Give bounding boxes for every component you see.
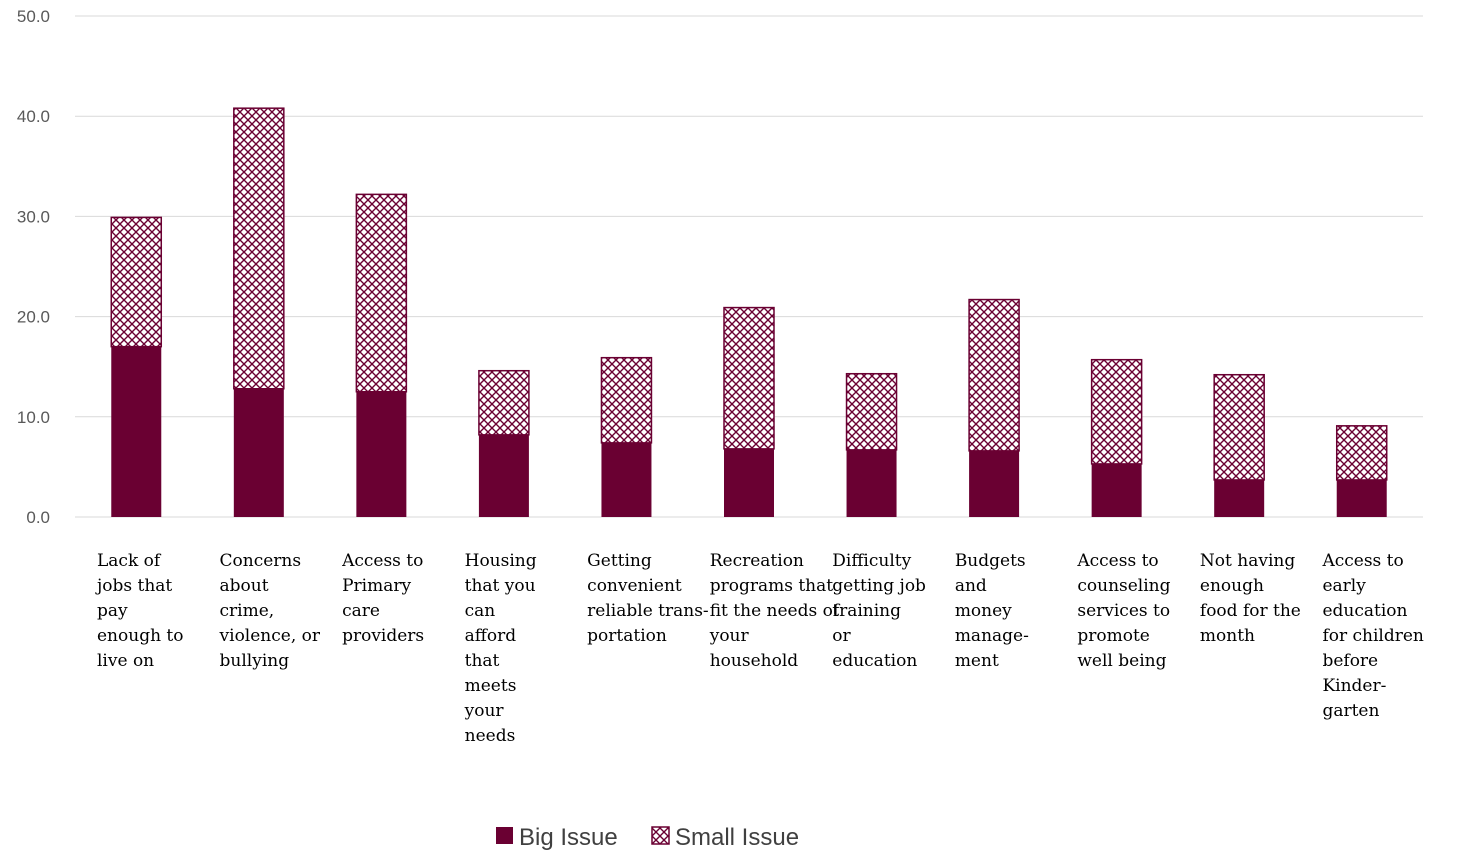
bar-big-issue [724,448,774,517]
y-tick-label: 10.0 [17,408,50,427]
x-category-label: education [832,651,917,671]
bar-big-issue [356,391,407,517]
x-category-label: enough to [97,626,184,646]
x-category-label: about [220,576,269,596]
x-category-label: services to [1077,601,1170,621]
bar-big-issue [601,442,652,517]
x-category-label: garten [1322,701,1379,721]
x-category-label: counseling [1077,576,1170,596]
bar-small-issue [1335,425,1388,481]
x-category-label: Difficulty [832,551,911,571]
x-category-label: pay [97,601,128,621]
x-category-label: meets [465,676,517,696]
x-category-label: Kinder- [1322,676,1386,696]
bar-small-issue [1213,373,1265,481]
bar-small-issue [110,216,163,348]
y-tick-label: 30.0 [17,207,50,226]
x-category-label: promote [1077,626,1150,646]
x-category-label: education [1322,601,1407,621]
x-category-label: food for the [1200,601,1301,621]
x-category-label: that [465,651,500,671]
x-category-label: well being [1077,651,1166,671]
bar-small-issue [968,298,1020,452]
x-category-label: reliable trans- [587,601,709,621]
x-category-label: care [342,601,380,621]
x-category-label: your [709,626,750,646]
bar-small-issue [845,372,898,451]
bar-big-issue [846,449,897,517]
legend: Big Issue Small Issue [496,824,799,851]
x-category-label: afford [465,626,517,646]
x-category-label: that you [465,576,536,596]
x-category-label: enough [1200,576,1264,596]
bar-big-issue [233,388,284,517]
y-tick-label: 20.0 [17,308,50,327]
legend-label-big-issue: Big Issue [519,824,618,851]
x-category-label: portation [587,626,667,646]
x-category-label: Not having [1200,551,1295,571]
bar-big-issue [478,434,529,517]
x-category-label: for children [1322,626,1423,646]
x-category-label: or [832,626,851,646]
y-tick-label: 50.0 [17,7,50,26]
x-category-label: Lack of [97,551,162,571]
x-category-label: programs that [710,576,834,596]
bar-small-issue [723,306,775,450]
x-category-label: Access to [1321,551,1403,571]
bar-big-issue [111,346,162,517]
bar-small-issue [600,356,653,444]
bar-small-issue [355,193,408,393]
x-category-label: convenient [587,576,682,596]
x-category-label: can [465,601,496,621]
y-tick-label: 40.0 [17,107,50,126]
y-tick-label: 0.0 [26,508,50,527]
x-category-label: getting job [832,576,926,596]
x-category-label: Getting [587,551,652,571]
x-category-label: manage- [955,626,1029,646]
x-category-label: and [955,576,987,596]
x-category-label: ment [955,651,999,671]
x-category-label: providers [342,626,424,646]
x-category-label: Budgets [955,551,1026,571]
x-category-label: Access to [1076,551,1158,571]
bar-small-issue [233,107,285,390]
bar-big-issue [969,450,1020,517]
legend-swatch-big-issue [496,827,513,844]
bar-small-issue [478,369,530,436]
x-category-label: Access to [341,551,423,571]
x-category-label: fit the needs of [710,601,841,621]
bars [110,107,1388,517]
x-category-label: needs [465,726,516,746]
x-category-label: money [955,601,1012,621]
x-category-label: violence, or [219,626,321,646]
x-category-label: jobs that [95,576,172,596]
x-category-label: bullying [220,651,290,671]
bar-big-issue [1214,479,1265,517]
x-category-label: early [1322,576,1366,596]
x-category-label: Primary [342,576,411,596]
x-category-label: crime, [220,601,275,621]
x-axis: Lack of jobs that pay enough to live on Conce… [95,551,1424,746]
bar-small-issue [1090,358,1143,465]
x-category-label: Concerns [220,551,302,571]
x-category-label: household [710,651,799,671]
x-category-label: your [464,701,505,721]
x-category-label: Recreation [710,551,804,571]
x-category-label: training [832,601,901,621]
legend-label-small-issue: Small Issue [675,824,799,851]
x-category-label: Housing [465,551,537,571]
x-category-label: month [1200,626,1255,646]
x-category-label: before [1322,651,1378,671]
bar-big-issue [1336,479,1387,517]
x-category-label: live on [97,651,154,671]
y-axis: 0.0 10.0 20.0 30.0 40.0 50.0 [17,7,50,527]
bar-big-issue [1091,463,1142,517]
legend-swatch-small-issue [651,826,670,845]
